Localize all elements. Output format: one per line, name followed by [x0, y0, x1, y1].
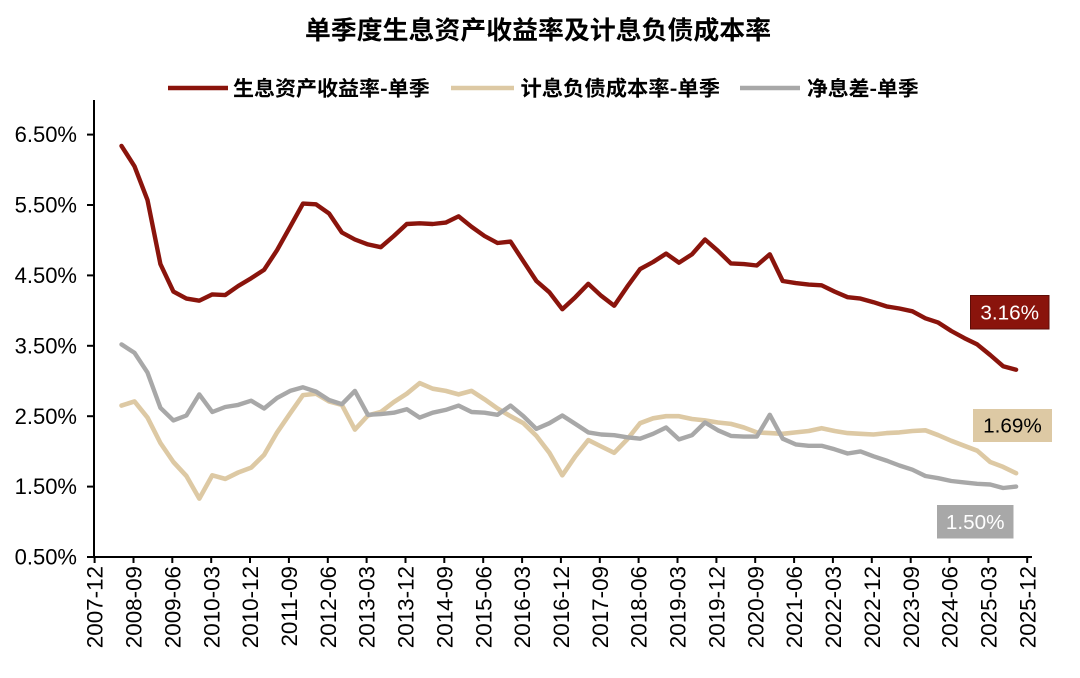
svg-text:2020-09: 2020-09: [743, 566, 768, 648]
svg-text:2017-09: 2017-09: [588, 566, 613, 648]
svg-text:2.50%: 2.50%: [15, 404, 77, 429]
svg-text:1.50%: 1.50%: [946, 511, 1005, 534]
svg-text:2011-09: 2011-09: [277, 566, 302, 647]
svg-text:2023-09: 2023-09: [899, 566, 924, 648]
svg-text:2021-06: 2021-06: [782, 566, 807, 648]
svg-text:2013-03: 2013-03: [355, 566, 380, 648]
svg-text:2014-09: 2014-09: [432, 566, 457, 648]
svg-text:2019-12: 2019-12: [705, 566, 730, 648]
svg-text:2015-06: 2015-06: [471, 566, 496, 648]
svg-text:4.50%: 4.50%: [15, 263, 77, 288]
svg-text:2010-03: 2010-03: [199, 566, 224, 648]
svg-text:2016-03: 2016-03: [510, 566, 535, 648]
svg-text:2008-09: 2008-09: [122, 566, 147, 648]
svg-text:3.16%: 3.16%: [980, 302, 1039, 325]
svg-text:3.50%: 3.50%: [15, 333, 77, 358]
svg-text:6.50%: 6.50%: [15, 122, 77, 147]
svg-text:5.50%: 5.50%: [15, 193, 77, 218]
svg-text:2025-12: 2025-12: [1015, 566, 1040, 648]
svg-text:2013-12: 2013-12: [394, 566, 419, 648]
svg-text:2025-03: 2025-03: [977, 566, 1002, 648]
svg-text:2022-12: 2022-12: [860, 566, 885, 648]
svg-text:2009-06: 2009-06: [160, 566, 185, 648]
svg-text:1.50%: 1.50%: [15, 474, 77, 499]
svg-text:2018-06: 2018-06: [627, 566, 652, 648]
svg-text:1.69%: 1.69%: [983, 415, 1042, 438]
svg-text:2007-12: 2007-12: [83, 566, 108, 648]
svg-text:2012-06: 2012-06: [316, 566, 341, 648]
svg-text:2024-06: 2024-06: [938, 566, 963, 648]
svg-text:2019-03: 2019-03: [666, 566, 691, 648]
svg-text:0.50%: 0.50%: [15, 545, 77, 570]
svg-text:2022-03: 2022-03: [821, 566, 846, 648]
svg-text:2010-12: 2010-12: [238, 566, 263, 648]
svg-text:2016-12: 2016-12: [549, 566, 574, 648]
